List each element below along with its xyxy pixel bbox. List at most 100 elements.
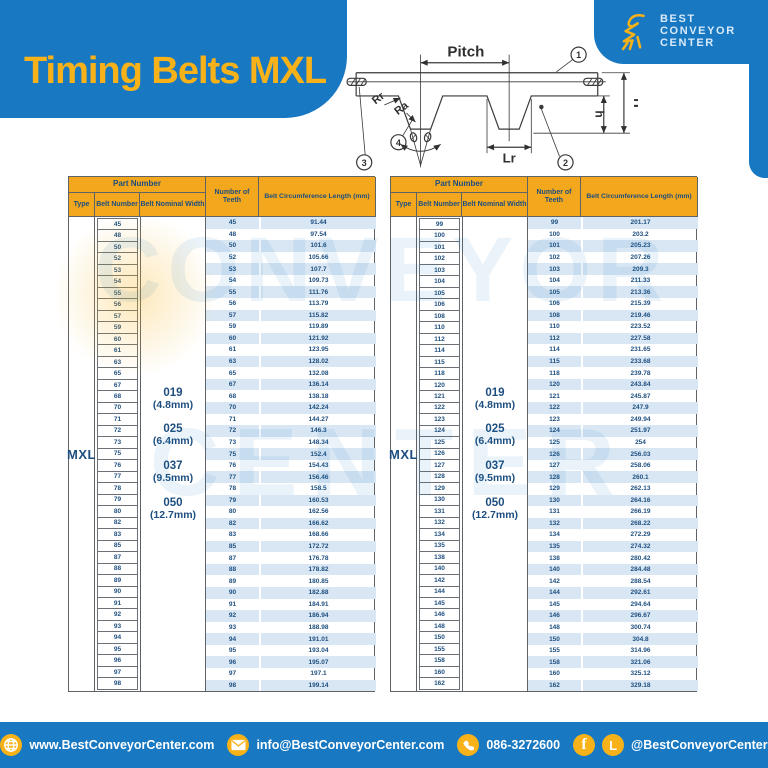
circumference-cell: 199.14 — [261, 679, 376, 692]
teeth-cell: 155 — [549, 647, 560, 655]
footer-website: www.BestConveyorCenter.com — [0, 734, 214, 756]
logo-line-1: BEST — [660, 13, 696, 26]
header-type: Type — [391, 193, 417, 217]
circumference-cell: 111.76 — [261, 286, 376, 298]
teeth-cell: 102 — [549, 253, 560, 261]
circumference-cell: 272.29 — [630, 531, 651, 539]
callout-3: 3 — [362, 158, 367, 168]
teeth-cell: 122 — [528, 402, 581, 414]
circumference-cell: 180.85 — [308, 577, 329, 585]
circumference-cell: 223.52 — [630, 323, 651, 331]
teeth-cell: 50 — [206, 240, 259, 252]
teeth-cell: 123 — [549, 415, 560, 423]
circumference-cell: 178.82 — [261, 563, 376, 576]
circumference-cell: 191.01 — [261, 633, 376, 645]
circumference-cell: 172.72 — [261, 540, 376, 553]
callout-1: 1 — [576, 50, 581, 60]
circumference-cell: 227.58 — [583, 332, 698, 345]
circumference-cell: 211.33 — [630, 277, 651, 285]
header-part-number: Part Number — [69, 177, 206, 193]
circumference-cell: 91.44 — [261, 217, 376, 229]
circumference-cell: 314.96 — [630, 647, 651, 655]
circumference-cell: 207.26 — [630, 253, 651, 261]
circumference-cell: 146.3 — [261, 425, 376, 437]
header-type: Type — [69, 193, 95, 217]
circumference-cell: 280.42 — [630, 554, 651, 562]
teeth-cell: 118 — [549, 369, 560, 377]
circumference-cell: 152.4 — [261, 448, 376, 460]
teeth-cell: 53 — [206, 263, 259, 275]
belt-number-cell: 122 — [419, 401, 460, 415]
type-column: MXL — [67, 217, 95, 691]
teeth-cell: 146 — [528, 610, 581, 622]
belt-table-right: Part Number Type Belt Number Belt Nomina… — [389, 176, 698, 692]
circumference-cell: 195.07 — [261, 656, 376, 668]
teeth-cell: 142 — [549, 577, 560, 585]
teeth-cell: 105 — [528, 286, 581, 298]
circumference-cell: 138.18 — [308, 392, 329, 400]
teeth-cell: 108 — [528, 309, 581, 322]
circumference-cell: 115.82 — [261, 309, 376, 322]
teeth-cell: 90 — [206, 587, 259, 599]
circumference-cell: 294.64 — [630, 600, 651, 608]
width-050: 050 (12.7mm) — [149, 496, 197, 521]
teeth-cell: 150 — [528, 633, 581, 645]
circumference-cell: 160.53 — [261, 494, 376, 507]
teeth-cell: 80 — [228, 508, 237, 516]
envelope-icon — [227, 734, 250, 756]
header-part-number: Part Number — [391, 177, 528, 193]
circumference-cell: 113.79 — [308, 300, 329, 308]
circumference-cell: 321.06 — [583, 656, 698, 668]
circumference-cell: 132.08 — [308, 369, 329, 377]
teeth-cell: 134 — [549, 531, 560, 539]
circumference-cell: 166.62 — [261, 517, 376, 530]
teeth-cell: 101 — [528, 240, 581, 252]
header-belt-number: Belt Number — [95, 193, 140, 217]
teeth-cell: 87 — [228, 554, 237, 562]
circumference-cell: 182.88 — [261, 587, 376, 599]
circumference-cell: 274.32 — [583, 540, 698, 553]
teeth-cell: 79 — [206, 494, 259, 507]
teeth-cell: 77 — [206, 471, 259, 483]
circumference-cell: 268.22 — [583, 517, 698, 530]
circumference-cell: 121.92 — [261, 332, 376, 345]
phone-text: 086-3272600 — [486, 738, 561, 752]
teeth-cell: 103 — [528, 263, 581, 275]
circumference-cell: 201.17 — [583, 217, 698, 229]
width-037: 037 (9.5mm) — [474, 460, 516, 484]
belt-number-cell: 97 — [97, 665, 138, 679]
teeth-cell: 89 — [228, 577, 237, 585]
teeth-cell: 128 — [528, 471, 581, 483]
teeth-cell: 93 — [228, 623, 237, 631]
teeth-cell: 68 — [228, 392, 237, 400]
circumference-cell: 258.06 — [630, 462, 651, 470]
width-025: 025 (6.4mm) — [474, 423, 516, 448]
teeth-cell: 60 — [206, 332, 259, 345]
teeth-cell: 72 — [206, 425, 259, 437]
footer-email: info@BestConveyorCenter.com — [227, 734, 444, 756]
belt-table-left: Part Number Type Belt Number Belt Nomina… — [67, 176, 376, 692]
website-text: www.BestConveyorCenter.com — [29, 738, 215, 752]
circumference-cell: 284.48 — [583, 563, 698, 576]
circumference-cell: 105.66 — [308, 253, 329, 261]
page-title: Timing Belts MXL — [24, 50, 327, 92]
footer-social: f L @BestConveyorCenter — [573, 734, 768, 756]
circumference-cell: 109.73 — [308, 277, 329, 285]
teeth-cell: 100 — [549, 230, 560, 238]
teeth-cell: 110 — [549, 323, 560, 331]
goat-logo-icon — [621, 13, 645, 51]
lr-label: Lr — [503, 150, 516, 165]
teeth-cell: 115 — [528, 355, 581, 368]
callout-4: 4 — [396, 138, 401, 148]
circumference-cell: 162.56 — [308, 508, 329, 516]
circumference-cell: 101.6 — [261, 240, 376, 252]
header-number-of-teeth: Number of Teeth — [206, 177, 259, 217]
circumference-cell: 288.54 — [630, 577, 651, 585]
teeth-cell: 91 — [228, 600, 237, 608]
circumference-cell: 184.91 — [308, 600, 329, 608]
title-banner — [0, 0, 347, 118]
teeth-cell: 83 — [228, 531, 237, 539]
circumference-cell: 256.03 — [583, 448, 698, 460]
teeth-cell: 129 — [549, 485, 560, 493]
teeth-cell: 57 — [206, 309, 259, 322]
